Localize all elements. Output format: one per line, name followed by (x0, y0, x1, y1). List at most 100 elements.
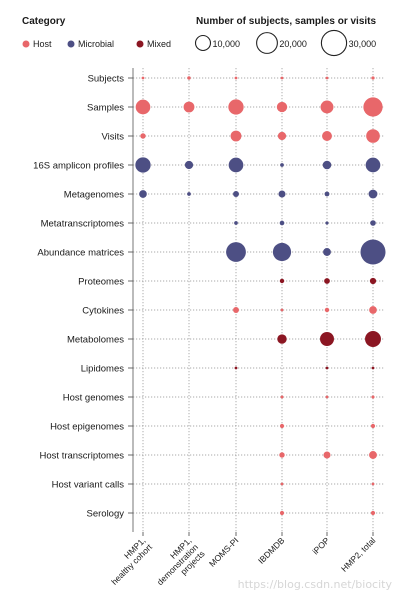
bubble-point (228, 99, 244, 115)
row-label: Metatranscriptomes (41, 219, 125, 230)
bubble-point (325, 395, 329, 399)
bubble-point (366, 129, 380, 143)
bubble-point (139, 190, 147, 198)
column-label-line: iPOP (310, 535, 331, 556)
bubble-point (280, 163, 284, 167)
column-label: MOMS-PI (207, 535, 240, 568)
row-label: Host variant calls (52, 480, 125, 491)
bubble-point (370, 510, 376, 516)
bubble-point (280, 308, 284, 312)
bubble-point (371, 482, 375, 486)
legend-label-mixed: Mixed (147, 39, 171, 49)
bubble-point (230, 130, 242, 142)
bubble-point (279, 510, 285, 516)
legend-size-circle (256, 32, 278, 54)
bubble-point (233, 307, 239, 313)
row-label: Samples (87, 103, 124, 114)
legend-size-label: 20,000 (279, 39, 307, 49)
column-label: HMP1,demonstrationprojects (148, 535, 207, 594)
bubble-point (320, 332, 334, 346)
row-label: Metagenomes (64, 190, 124, 201)
bubble-point (272, 242, 292, 262)
column-label: iPOP (310, 535, 331, 556)
legend-label-microbial: Microbial (78, 39, 114, 49)
legend-label-host: Host (33, 39, 52, 49)
bubble-point (234, 76, 238, 80)
bubble-point (324, 278, 330, 284)
bubble-point (323, 248, 331, 256)
bubble-point (140, 133, 146, 139)
legend-swatch-mixed (136, 40, 144, 48)
bubble-point (323, 451, 331, 459)
bubble-point (363, 97, 383, 117)
bubble-point (370, 423, 376, 429)
bubble-point (325, 366, 329, 370)
legend-size-circle (320, 29, 348, 57)
row-label: Proteomes (78, 277, 124, 288)
row-label: Host transcriptomes (40, 451, 125, 462)
bubble-point (325, 76, 329, 80)
legend-swatch-host (22, 40, 30, 48)
bubble-point (365, 331, 381, 347)
bubble-point (277, 334, 287, 344)
bubble-point (278, 190, 286, 198)
row-label: Host genomes (63, 393, 125, 404)
bubble-point (226, 242, 246, 262)
bubble-point (369, 277, 377, 285)
bubble-point (371, 395, 375, 399)
bubble-point (371, 76, 375, 80)
bubble-point (322, 160, 332, 170)
legend-size-label: 10,000 (212, 39, 240, 49)
bubble-point (371, 366, 375, 370)
column-label-line: IBDMDB (256, 535, 287, 566)
column-label: HMP1,healthy cohort (103, 535, 155, 587)
bubble-point (365, 157, 381, 173)
bubble-point (368, 189, 378, 199)
row-label: Visits (101, 132, 124, 143)
legend-swatch-microbial (67, 40, 75, 48)
row-label: Metabolomes (67, 335, 124, 346)
bubble-point (183, 101, 195, 113)
bubble-point (279, 423, 285, 429)
bubble-point (322, 131, 332, 141)
bubble-point (184, 160, 194, 170)
bubble-point (135, 157, 151, 173)
bubble-point (325, 221, 329, 225)
column-label-line: MOMS-PI (207, 535, 240, 568)
legend-category-title: Category (22, 16, 66, 27)
row-label: Serology (87, 509, 125, 520)
bubble-point (234, 221, 238, 225)
bubble-point (135, 99, 151, 115)
column-label: HMP2, total (339, 535, 378, 574)
bubble-point (277, 131, 287, 141)
bubble-point (280, 76, 284, 80)
bubble-point (320, 100, 334, 114)
row-label: Lipidomes (81, 364, 125, 375)
bubble-point (141, 76, 145, 80)
bubble-point (369, 451, 377, 459)
row-label: Host epigenomes (50, 422, 124, 433)
row-label: 16S amplicon profiles (33, 161, 124, 172)
watermark-text: https://blog.csdn.net/biocity (238, 578, 393, 591)
bubble-point (280, 395, 284, 399)
bubble-point (187, 192, 191, 196)
row-label: Subjects (88, 74, 125, 85)
bubble-point (324, 307, 330, 313)
column-label-line: HMP2, total (339, 535, 378, 574)
row-label: Abundance matrices (37, 248, 124, 259)
bubble-point (370, 220, 376, 226)
bubble-point (324, 191, 330, 197)
bubble-point (360, 239, 386, 265)
bubble-point (279, 278, 285, 284)
legend-size-label: 30,000 (349, 39, 377, 49)
legend-size-title: Number of subjects, samples or visits (196, 16, 376, 27)
row-label: Cytokines (82, 306, 124, 317)
bubble-point (187, 76, 191, 80)
bubble-point (276, 101, 288, 113)
bubble-point (279, 220, 285, 226)
column-label: IBDMDB (256, 535, 287, 566)
bubble-point (280, 482, 284, 486)
bubble-point (228, 157, 244, 173)
